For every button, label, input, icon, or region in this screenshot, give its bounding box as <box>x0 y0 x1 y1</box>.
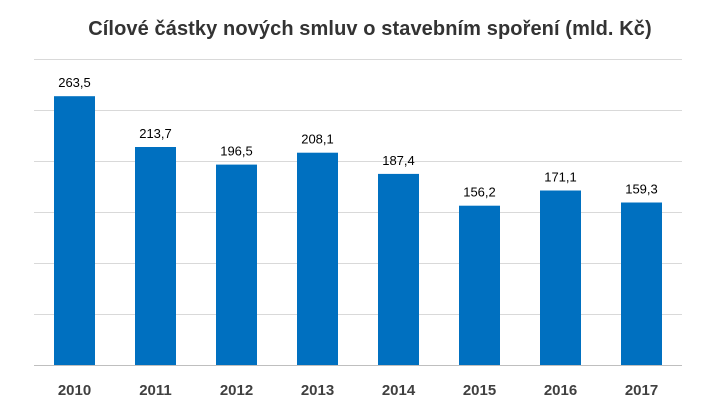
bar-2011 <box>135 147 176 365</box>
data-label-2012: 196,5 <box>220 144 253 159</box>
data-label-2014: 187,4 <box>382 153 415 168</box>
x-tick-label-2015: 2015 <box>463 382 496 399</box>
data-label-2013: 208,1 <box>301 132 334 147</box>
x-tick-label-2017: 2017 <box>625 382 658 399</box>
bar-2016 <box>540 190 581 365</box>
bar-2012 <box>216 164 257 365</box>
data-label-2010: 263,5 <box>58 75 91 90</box>
x-tick-label-2012: 2012 <box>220 382 253 399</box>
bar-2010 <box>54 96 95 365</box>
bar-2014 <box>378 173 419 365</box>
chart-title: Cílové částky nových smluv o stavebním s… <box>88 18 652 40</box>
x-tick-label-2011: 2011 <box>139 382 172 399</box>
x-tick-label-2010: 2010 <box>58 382 91 399</box>
data-label-2017: 159,3 <box>625 182 658 197</box>
bar-2013 <box>297 152 338 365</box>
x-tick-label-2016: 2016 <box>544 382 577 399</box>
bar-2017 <box>621 202 662 365</box>
data-label-2011: 213,7 <box>139 126 172 141</box>
data-label-2016: 171,1 <box>544 170 577 185</box>
x-tick-label-2014: 2014 <box>382 382 416 399</box>
bar-2015 <box>459 205 500 365</box>
x-tick-label-2013: 2013 <box>301 382 334 399</box>
data-label-2015: 156,2 <box>463 185 496 200</box>
